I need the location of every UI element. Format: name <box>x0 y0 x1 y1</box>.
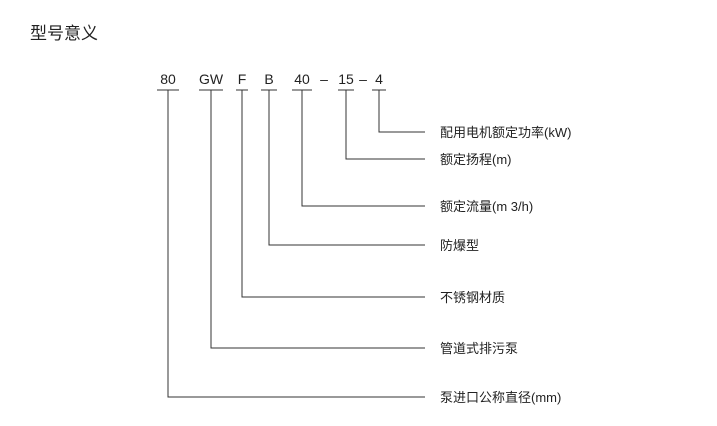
leader-line <box>241 90 425 298</box>
code-meaning-label: 防爆型 <box>440 238 479 253</box>
code-segment: B <box>264 71 273 87</box>
leader-line <box>167 90 425 398</box>
code-segment: 4 <box>375 71 383 87</box>
code-meaning-label: 管道式排污泵 <box>440 341 518 356</box>
leader-line <box>268 90 425 246</box>
code-segment: 80 <box>160 71 176 87</box>
code-segment: 15 <box>338 71 354 87</box>
leader-line <box>301 90 425 207</box>
leader-line <box>210 90 425 349</box>
page-title: 型号意义 <box>30 24 98 44</box>
leader-line <box>378 90 425 133</box>
code-segment: 40 <box>294 71 310 87</box>
code-meaning-label: 泵进口公称直径(mm) <box>440 390 561 405</box>
leader-line <box>345 90 425 160</box>
code-meaning-label: 配用电机额定功率(kW) <box>440 125 571 140</box>
code-segment: GW <box>199 71 224 87</box>
code-separator: – <box>320 71 328 87</box>
code-separator: – <box>359 71 367 87</box>
code-meaning-label: 不锈钢材质 <box>440 290 505 305</box>
code-meaning-label: 额定扬程(m) <box>440 152 512 167</box>
code-meaning-label: 额定流量(m 3/h) <box>440 199 533 214</box>
code-segment: F <box>238 71 247 87</box>
